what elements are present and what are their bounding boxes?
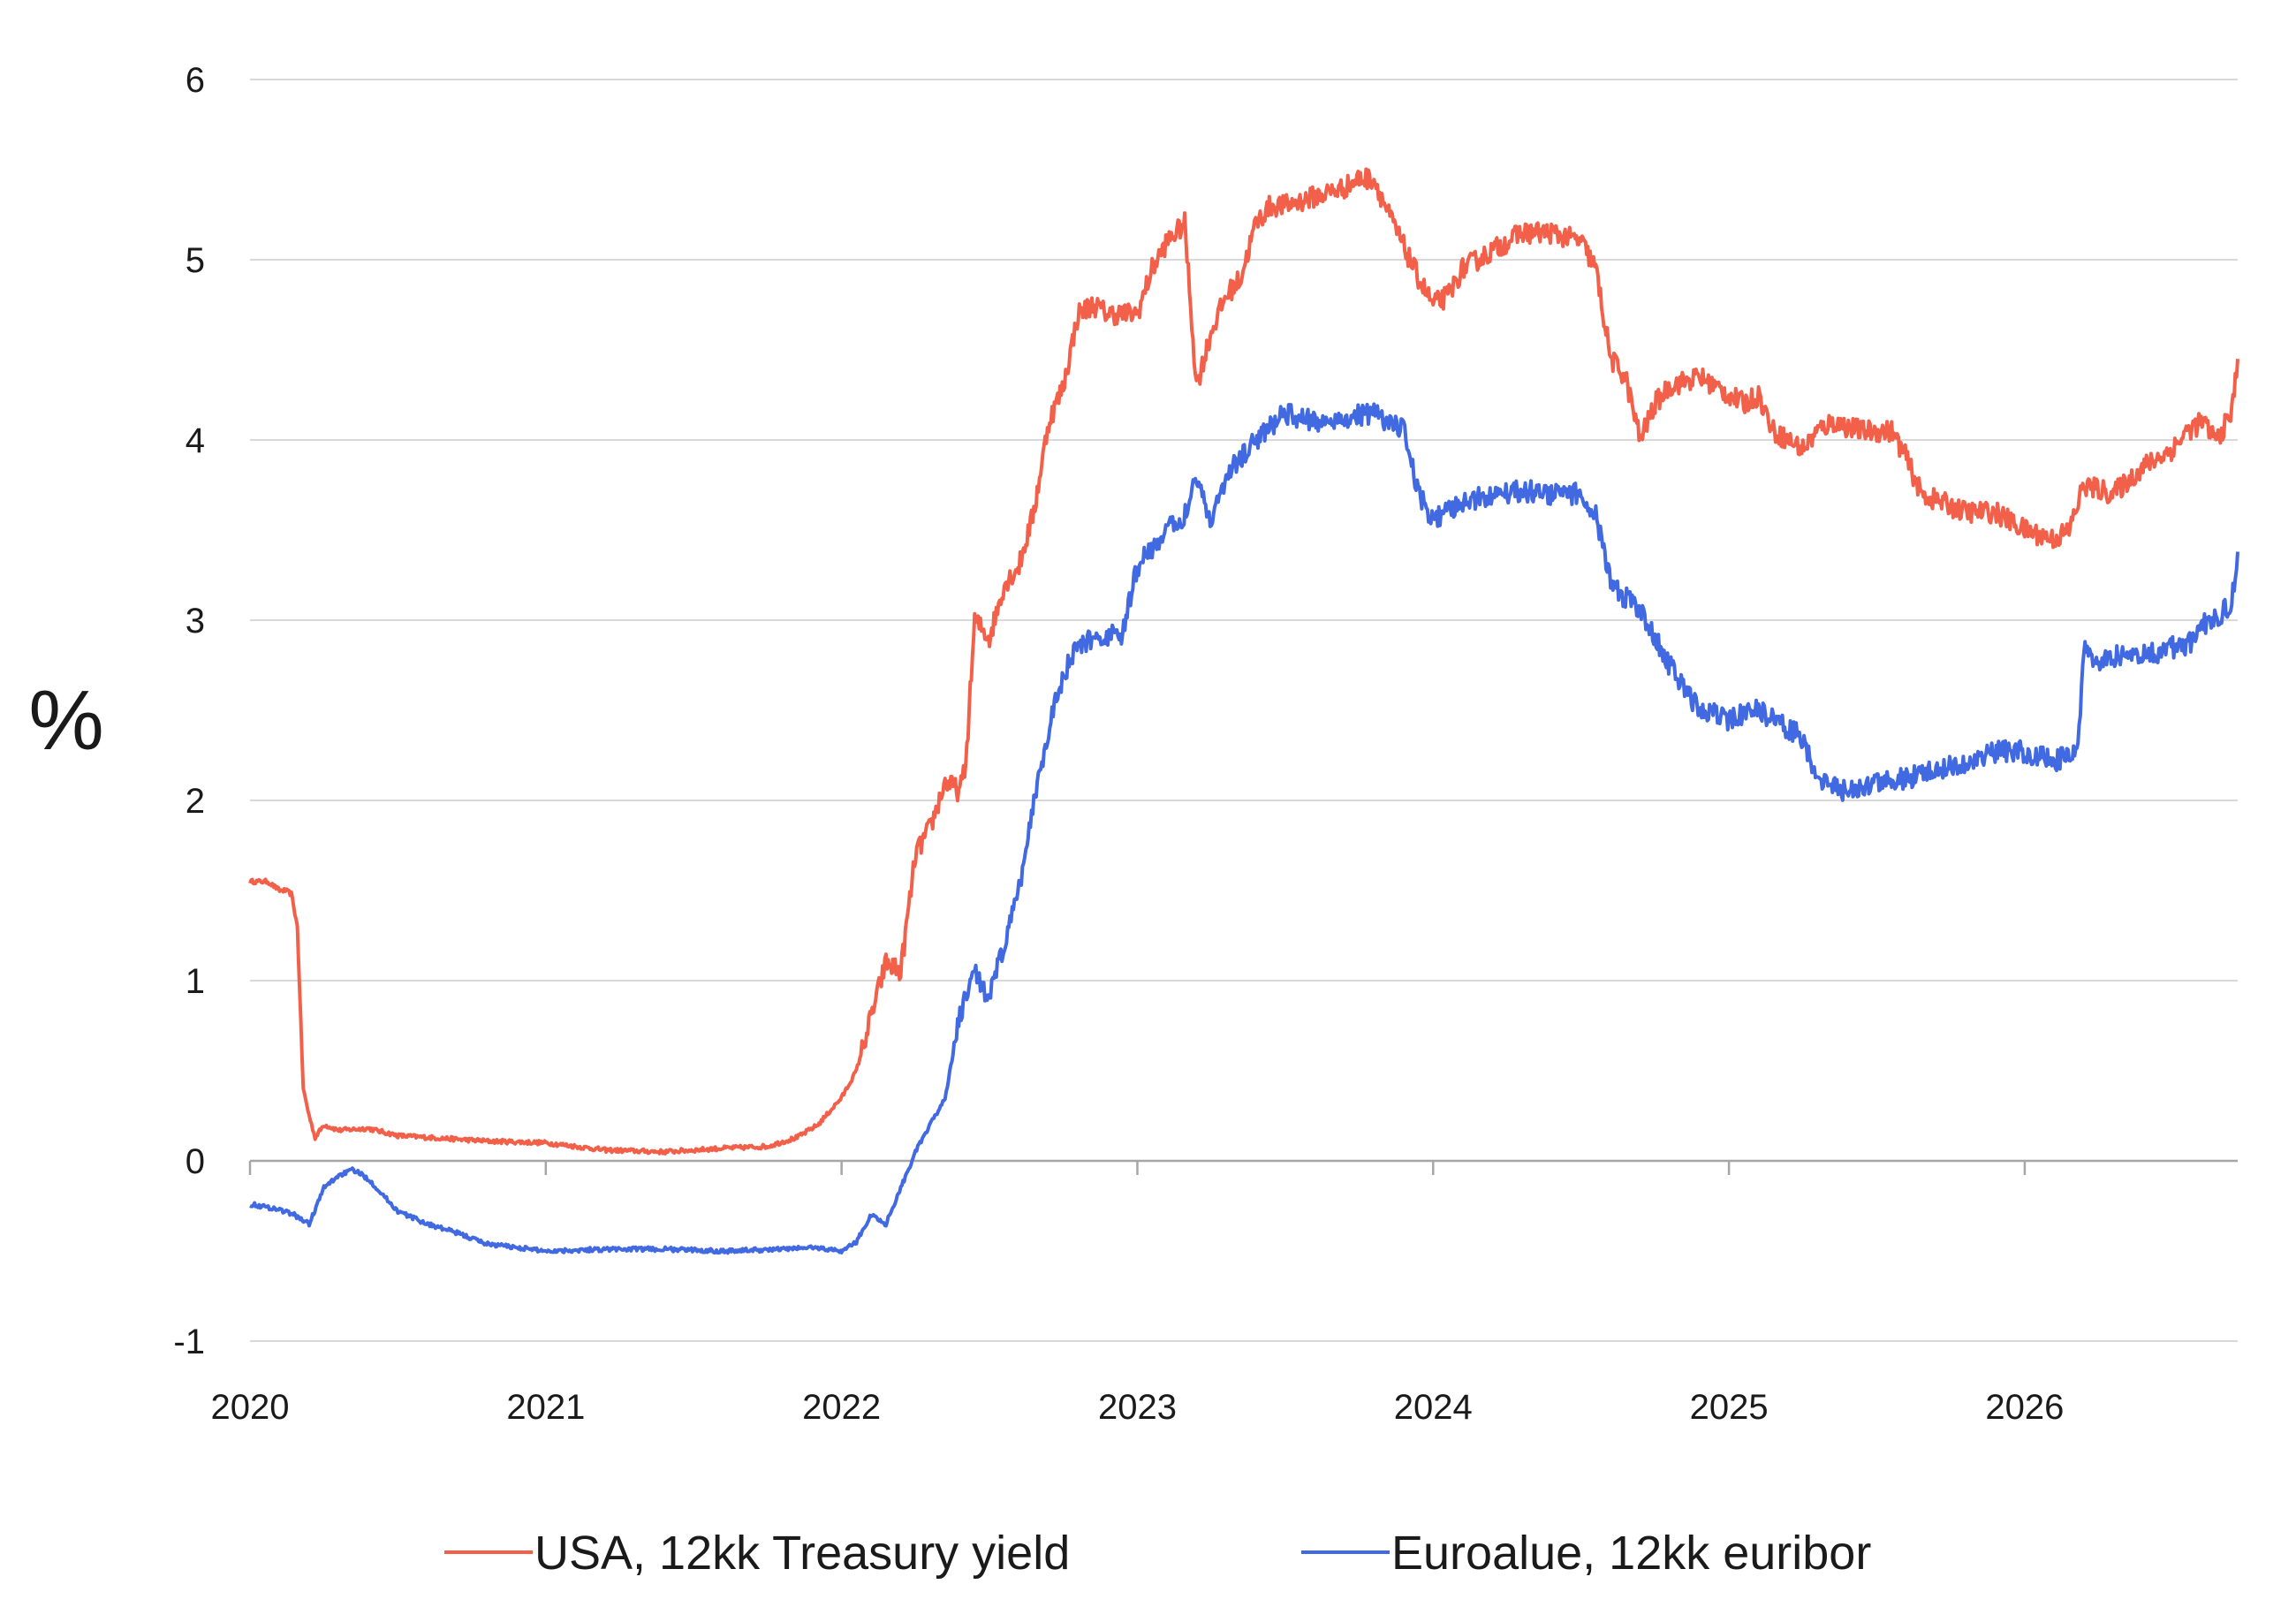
- y-axis-unit-label: %: [28, 673, 103, 768]
- x-tick-label: 2021: [506, 1388, 585, 1427]
- y-tick-label: 4: [186, 421, 205, 460]
- x-tick-label: 2023: [1098, 1388, 1177, 1427]
- legend: USA, 12kk Treasury yield Euroalue, 12kk e…: [444, 1527, 1871, 1580]
- legend-label-1: Euroalue, 12kk euribor: [1391, 1527, 1871, 1580]
- x-tick-label: 2026: [1985, 1388, 2064, 1427]
- y-tick-label: 5: [186, 241, 205, 280]
- y-tick-label: -1: [173, 1323, 205, 1361]
- y-axis-ticks: -1 0 1 2 3 4 5 6: [173, 61, 205, 1361]
- series-line-1: [249, 402, 2239, 1255]
- x-axis-ticks: 2020 2021 2022 2023 2024 2025 2026: [211, 1161, 2064, 1427]
- y-tick-label: 0: [186, 1142, 205, 1181]
- y-tick-label: 3: [186, 602, 205, 641]
- y-tick-label: 2: [186, 782, 205, 821]
- series-lines: [248, 167, 2239, 1255]
- grid-lines: [250, 79, 2238, 1342]
- x-tick-label: 2022: [802, 1388, 881, 1427]
- x-tick-label: 2025: [1690, 1388, 1769, 1427]
- x-tick-label: 2024: [1394, 1388, 1473, 1427]
- x-tick-label: 2020: [211, 1388, 290, 1427]
- y-tick-label: 1: [186, 962, 205, 1001]
- y-tick-label: 6: [186, 61, 205, 100]
- series-line-0: [248, 167, 2239, 1156]
- legend-label-0: USA, 12kk Treasury yield: [534, 1527, 1070, 1580]
